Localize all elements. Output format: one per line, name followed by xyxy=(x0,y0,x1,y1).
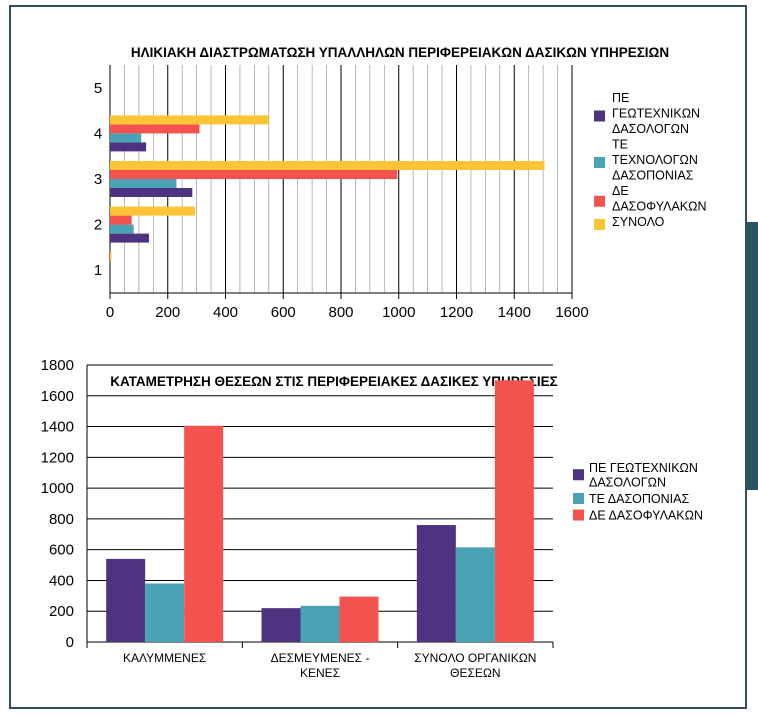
chart1-bar-0-1 xyxy=(110,233,149,243)
chart2-legend-label: ΔΑΣΟΛΟΓΩΝ xyxy=(589,476,666,490)
chart2-bar-1-2 xyxy=(455,547,495,642)
chart2-y-tick-label: 1000 xyxy=(41,480,74,497)
chart1-x-tick-label: 400 xyxy=(213,304,238,321)
chart1-bar-3-2 xyxy=(110,161,545,170)
chart1-category-label: 3 xyxy=(94,171,102,188)
chart1-legend-label: ΤΕΧΝΟΛΟΓΩΝ xyxy=(612,153,698,167)
chart2-y-tick-label: 1600 xyxy=(41,388,74,405)
chart2-category-label: ΚΕΝΕΣ xyxy=(300,666,340,680)
chart2-legend-label: ΔΕ ΔΑΣΟΦΥΛΑΚΩΝ xyxy=(589,509,703,523)
chart1-x-tick-label: 800 xyxy=(328,304,353,321)
chart2-bar-0-0 xyxy=(106,558,146,642)
chart1-bar-3-3 xyxy=(110,115,269,125)
chart2-legend-swatch xyxy=(573,509,584,521)
chart1-x-tick-label: 1600 xyxy=(555,304,588,321)
chart1-legend-swatch xyxy=(594,157,605,168)
chart1-legend-label: ΔΑΣΟΠΟΝΙΑΣ xyxy=(612,169,694,183)
chart1-x-tick-label: 600 xyxy=(271,304,296,321)
chart1-bar-3-0 xyxy=(110,252,112,262)
chart1-legend-label: ΔΑΣΟΛΟΓΩΝ xyxy=(612,122,689,136)
chart2-legend-label: ΠΕ ΓΕΩΤΕΧΝΙΚΩΝ xyxy=(589,461,698,475)
chart1-x-tick-label: 1000 xyxy=(382,304,415,321)
chart2-bar-1-0 xyxy=(145,583,185,642)
chart1-category-label: 2 xyxy=(94,217,102,234)
chart1-category-label: 5 xyxy=(94,80,102,97)
chart2-legend-swatch xyxy=(573,493,584,504)
chart1-legend-label: ΣΥΝΟΛΟ xyxy=(612,215,665,229)
chart1-bar-2-3 xyxy=(110,124,200,134)
chart2-bar-2-0 xyxy=(184,425,224,642)
chart2-y-tick-label: 1800 xyxy=(41,357,74,374)
chart1-x-tick-label: 1400 xyxy=(498,304,531,321)
chart1-bar-0-3 xyxy=(110,142,147,152)
chart2-y-tick-label: 400 xyxy=(49,572,74,589)
chart1-bar-1-1 xyxy=(110,224,134,234)
chart1-bar-3-1 xyxy=(110,206,196,216)
chart2-bar-0-1 xyxy=(261,608,301,642)
chart2-category-label: ΣΥΝΟΛΟ ΟΡΓΑΝΙΚΩΝ xyxy=(414,651,536,665)
chart2-y-tick-label: 1200 xyxy=(41,449,74,466)
chart2-bar-1-1 xyxy=(300,605,340,642)
chart1-legend-swatch xyxy=(594,219,605,230)
chart1-bar-2-1 xyxy=(110,215,132,225)
chart1-bar-2-2 xyxy=(110,170,398,179)
chart1-legend-label: ΤΕ xyxy=(612,138,628,152)
chart2-y-tick-label: 600 xyxy=(49,542,74,559)
chart1-legend-label: ΠΕ xyxy=(612,91,629,105)
chart1-x-tick-label: 0 xyxy=(106,304,114,321)
chart1-legend-swatch xyxy=(594,195,605,207)
chart1-legend-label: ΓΕΩΤΕΧΝΙΚΩΝ xyxy=(612,107,700,121)
chart1-bar-1-2 xyxy=(110,179,177,188)
chart2-bar-0-2 xyxy=(416,525,456,642)
chart1-category-label: 1 xyxy=(94,262,102,279)
chart2-y-tick-label: 200 xyxy=(49,603,74,620)
chart2-category-label: ΚΑΛΥΜΜΕΝΕΣ xyxy=(123,651,206,665)
chart1-bar-0-2 xyxy=(110,188,193,197)
chart2-legend-swatch xyxy=(573,469,584,481)
chart1-title: ΗΛΙΚΙΑΚΗ ΔΙΑΣΤΡΩΜΑΤΩΣΗ ΥΠΑΛΛΗΛΩΝ ΠΕΡΙΦΕΡ… xyxy=(131,45,669,60)
chart1-x-tick-label: 1200 xyxy=(440,304,473,321)
chart2-y-tick-label: 800 xyxy=(49,511,74,528)
chart2-y-tick-label: 0 xyxy=(66,634,74,651)
chart2-bar-2-1 xyxy=(339,596,379,642)
side-tab xyxy=(746,222,758,490)
chart1-bar-1-3 xyxy=(110,133,142,143)
chart2-bar-2-2 xyxy=(494,380,534,642)
chart2-category-label: ΘΕΣΕΩΝ xyxy=(450,666,500,680)
chart1-category-label: 4 xyxy=(94,125,102,142)
chart2-title: ΚΑΤΑΜΕΤΡΗΣΗ ΘΕΣΕΩΝ ΣΤΙΣ ΠΕΡΙΦΕΡΕΙΑΚΕΣ ΔΑ… xyxy=(110,374,557,389)
chart2-y-tick-label: 1400 xyxy=(41,419,74,436)
chart1-x-tick-label: 200 xyxy=(155,304,180,321)
chart2-category-label: ΔΕΣΜΕΥΜΕΝΕΣ - xyxy=(271,651,370,665)
chart1-legend-swatch xyxy=(594,110,605,122)
chart1-legend-label: ΔΑΣΟΦΥΛΑΚΩΝ xyxy=(612,200,707,214)
chart1-legend-label: ΔΕ xyxy=(612,184,629,198)
chart2-legend-label: ΤΕ ΔΑΣΟΠΟΝΙΑΣ xyxy=(589,492,689,506)
